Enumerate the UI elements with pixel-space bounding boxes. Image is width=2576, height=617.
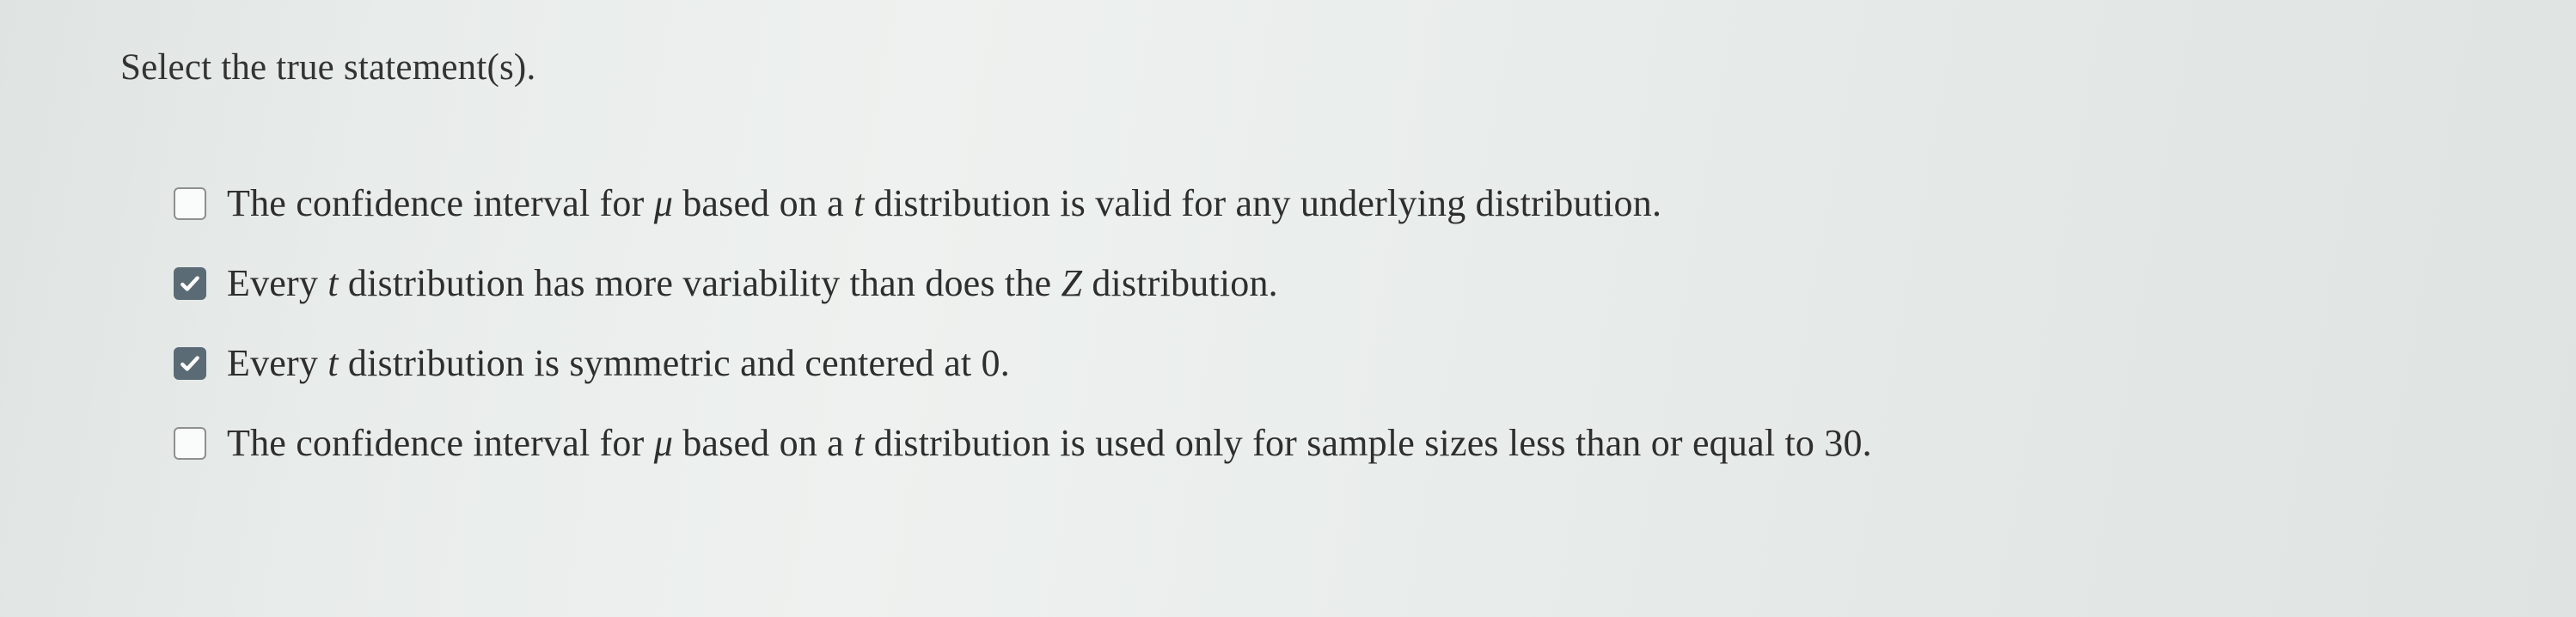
italic-t: t [327, 262, 338, 304]
option-text-3: Every t distribution is symmetric and ce… [227, 341, 1010, 385]
checkmark-icon [179, 352, 201, 375]
italic-t: t [327, 342, 338, 384]
checkmark-icon [179, 272, 201, 295]
mu-symbol: μ [654, 182, 673, 224]
option-text-2: Every t distribution has more variabilit… [227, 261, 1278, 305]
question-block: Select the true statement(s). The confid… [0, 0, 2576, 465]
italic-t: t [854, 422, 864, 464]
text-segment: based on a [673, 182, 854, 224]
text-segment: Every [227, 262, 327, 304]
question-prompt: Select the true statement(s). [120, 46, 2576, 89]
option-text-1: The confidence interval for μ based on a… [227, 181, 1661, 225]
checkbox-option-2[interactable] [174, 267, 206, 300]
text-segment: distribution. [1082, 262, 1278, 304]
option-row: Every t distribution is symmetric and ce… [174, 341, 2576, 385]
checkbox-option-1[interactable] [174, 187, 206, 220]
text-segment: based on a [673, 422, 854, 464]
text-segment: The confidence interval for [227, 182, 654, 224]
italic-z: Z [1061, 262, 1082, 304]
italic-t: t [854, 182, 864, 224]
option-row: The confidence interval for μ based on a… [174, 421, 2576, 465]
text-segment: distribution is valid for any underlying… [865, 182, 1662, 224]
option-row: The confidence interval for μ based on a… [174, 181, 2576, 225]
options-list: The confidence interval for μ based on a… [120, 181, 2576, 465]
text-segment: Every [227, 342, 327, 384]
mu-symbol: μ [654, 422, 673, 464]
option-text-4: The confidence interval for μ based on a… [227, 421, 1872, 465]
text-segment: distribution is symmetric and centered a… [339, 342, 1010, 384]
text-segment: distribution has more variability than d… [339, 262, 1062, 304]
option-row: Every t distribution has more variabilit… [174, 261, 2576, 305]
checkbox-option-3[interactable] [174, 347, 206, 380]
checkbox-option-4[interactable] [174, 427, 206, 460]
text-segment: distribution is used only for sample siz… [865, 422, 1872, 464]
text-segment: The confidence interval for [227, 422, 654, 464]
